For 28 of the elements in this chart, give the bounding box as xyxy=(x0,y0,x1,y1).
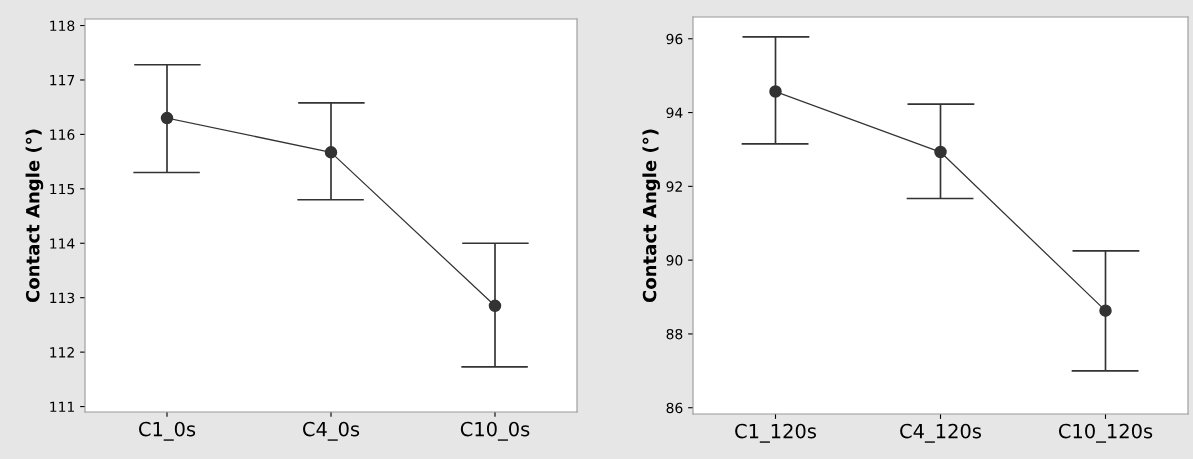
y-tick-label: 118 xyxy=(50,20,75,32)
y-tick-label: 86 xyxy=(666,402,683,414)
y-axis-title: Contact Angle (°) xyxy=(642,129,661,303)
y-axis-title: Contact Angle (°) xyxy=(25,129,44,303)
x-tick-label: C10_0s xyxy=(460,421,530,441)
y-tick-label: 96 xyxy=(666,33,683,45)
point xyxy=(1099,304,1112,317)
y-tick-label: 112 xyxy=(50,347,74,358)
y-tick-label: 113 xyxy=(50,292,75,304)
x-tick-label: C4_0s xyxy=(303,421,360,441)
y-tick-label: 92 xyxy=(666,181,682,192)
y-tick-label: 115 xyxy=(50,183,75,195)
y-tick-label: 94 xyxy=(666,107,683,119)
point xyxy=(160,111,174,125)
y-tick-label: 88 xyxy=(666,328,683,340)
point xyxy=(934,145,947,159)
point xyxy=(488,299,502,313)
y-tick-label: 117 xyxy=(50,75,75,86)
x-tick-label: C1_120s xyxy=(735,423,817,443)
y-tick-label: 111 xyxy=(50,401,74,412)
x-tick-label: C10_120s xyxy=(1058,423,1153,443)
y-tick-label: 114 xyxy=(50,238,75,249)
y-tick-label: 90 xyxy=(666,255,683,266)
x-tick-label: C1_0s xyxy=(139,421,196,441)
y-tick-label: 116 xyxy=(50,129,75,140)
point xyxy=(769,85,782,98)
x-tick-label: C4_120s xyxy=(900,423,982,443)
point xyxy=(324,146,338,159)
